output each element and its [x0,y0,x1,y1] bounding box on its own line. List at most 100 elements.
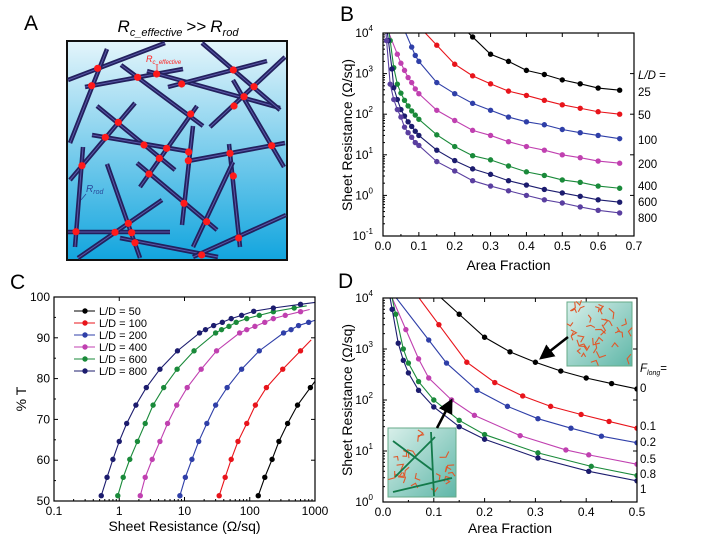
contact-point [184,157,192,165]
series-label: 25 [638,87,651,99]
legend-marker [82,332,88,338]
data-point [523,119,530,125]
series-label: 100 [638,135,657,147]
data-point [505,188,512,194]
data-point [400,357,407,364]
short-rod [592,341,598,354]
inset-short-rods-network [566,299,633,366]
data-point [305,319,312,325]
data-point [280,366,286,372]
long-rod [392,477,453,493]
data-point [434,158,440,165]
data-point [213,348,220,354]
data-point [492,379,498,386]
x-tick-label: 0.4 [578,505,595,519]
data-point [464,359,470,365]
data-point [456,417,462,423]
legend-label: L/D = 600 [99,354,147,366]
short-rod [577,305,585,312]
series-group [98,301,315,499]
data-point [401,67,408,74]
data-point [391,84,397,91]
data-point [469,153,476,159]
data-point [412,139,418,146]
y-tick-label: 90 [37,331,51,345]
inset-short-rods-box [566,301,633,367]
data-point [110,456,116,463]
short-rod [627,327,633,337]
series-line [405,33,620,140]
series-line [391,298,637,465]
data-point [149,456,155,463]
y-tick-label: 80 [37,372,51,386]
contact-point [229,172,237,180]
data-point [133,402,139,408]
data-point [487,132,494,139]
data-point [634,386,637,392]
data-point [559,177,565,183]
data-point [408,123,415,130]
data-point [577,105,583,111]
y-tick-label: 70 [37,412,51,426]
data-point [541,122,548,128]
contact-point [72,228,80,236]
x-tick-label: 0.4 [518,239,535,253]
data-point [505,139,512,145]
data-point [202,326,209,333]
contact-point [88,82,96,90]
data-point [505,163,512,169]
data-point [616,185,623,191]
panel-a-title: Rc_effective >> Rrod [118,17,240,39]
data-point [177,492,183,499]
data-point [431,397,437,403]
data-point [189,456,195,463]
short-rod [590,359,599,366]
legend-label: L/D = 200 [99,330,147,342]
short-rod [614,326,621,334]
data-point [434,42,440,48]
legend-item: L/D = 800 [74,366,147,378]
data-point [559,200,565,206]
short-rod [576,339,586,348]
contact-point [131,239,139,247]
data-point [504,403,511,410]
data-point [583,375,589,381]
data-point [256,312,262,319]
legend-marker [82,344,88,350]
series-line [389,298,637,482]
contact-point [250,83,258,91]
short-rod [577,335,585,343]
data-point [547,403,554,410]
data-point [559,126,565,133]
data-point [222,474,228,481]
legend-label: L/D = 100 [99,318,147,330]
x-tick-label: 10 [178,504,192,518]
series-label: 0 [640,383,646,395]
series-label: 1 [640,484,646,496]
data-point [452,157,458,164]
data-point [228,315,234,322]
data-point [577,81,583,87]
y-tick-label: 100 [30,290,50,304]
data-point [405,74,411,81]
contact-point [111,228,119,236]
data-point [280,330,287,336]
data-point [115,492,121,499]
data-point [517,432,523,439]
short-rod [444,465,452,473]
panel-label-b: B [340,3,354,26]
contact-point [124,219,132,227]
panel-label-d: D [338,270,353,293]
legend-item: L/D = 50 [74,306,141,318]
series-label: 800 [638,213,657,225]
data-point [387,81,393,87]
short-rod [580,352,587,358]
data-point [559,102,565,108]
data-point [252,323,258,330]
data-point [469,127,476,134]
data-point [595,85,601,91]
data-point [297,308,304,315]
data-point [143,384,150,391]
data-point [134,438,141,445]
data-point [474,387,480,393]
